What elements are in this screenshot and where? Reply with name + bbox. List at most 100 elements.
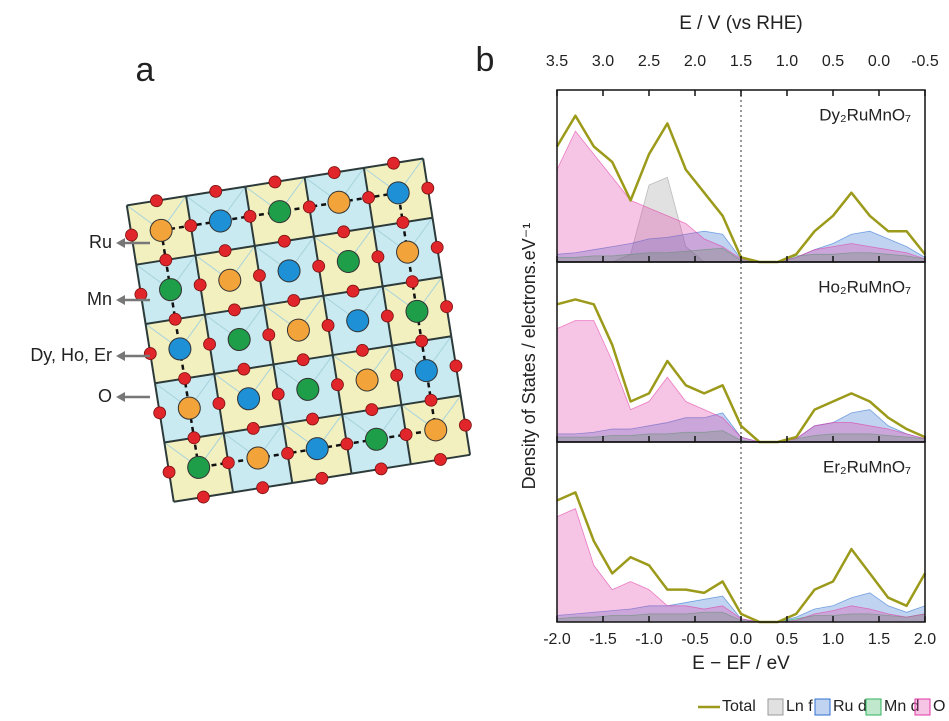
dos-area [556, 508, 926, 623]
oxygen [228, 303, 241, 317]
cation [424, 418, 448, 442]
oxygen [321, 319, 335, 332]
cation [327, 190, 351, 214]
cation [268, 200, 292, 224]
x2-tick-label: 2.0 [684, 53, 706, 70]
oxygen [390, 368, 404, 382]
oxygen [277, 234, 291, 248]
oxygen [315, 471, 329, 485]
x-tick-label: 1.5 [868, 631, 890, 648]
x-tick-label: 0.0 [730, 631, 752, 648]
x-axis-label: E − EF / eV [692, 653, 790, 674]
x2-axis-label: E / V (vs RHE) [679, 13, 803, 34]
x2-tick-label: 0.0 [868, 53, 890, 70]
oxygen [434, 453, 447, 466]
oxygen [424, 393, 438, 407]
x-tick-label: -1.0 [635, 631, 663, 648]
x-tick-label: -2.0 [543, 631, 571, 648]
atom-label: Ru [89, 232, 112, 252]
oxygen [415, 334, 429, 348]
oxygen [362, 191, 375, 204]
oxygen [440, 300, 453, 314]
oxygen [340, 437, 354, 451]
oxygen [346, 284, 360, 298]
oxygen [374, 462, 388, 476]
oxygen [212, 397, 226, 410]
oxygen [449, 359, 463, 373]
panel-title: Dy₂RuMnO₇ [819, 105, 911, 124]
legend-swatch [865, 698, 882, 716]
atom-label: O [98, 386, 112, 406]
dos-panel: Er₂RuMnO₇ [556, 441, 927, 624]
cation [346, 309, 370, 333]
cation [396, 240, 420, 264]
oxygen [331, 378, 344, 392]
cation [237, 387, 261, 411]
oxygen [355, 343, 369, 357]
arrow-head [116, 295, 125, 305]
x2-tick-label: 3.5 [546, 53, 568, 70]
x2-tick-label: 0.5 [822, 53, 844, 70]
cation [168, 337, 192, 361]
cation [246, 446, 270, 470]
cation [149, 218, 173, 242]
oxygen [237, 362, 251, 376]
legend-label: O p [933, 698, 949, 715]
cation [227, 328, 251, 352]
panel-title: Ho₂RuMnO₇ [818, 277, 911, 296]
cation [159, 278, 183, 302]
oxygen [380, 309, 394, 323]
cation [187, 455, 211, 479]
oxygen [312, 259, 326, 273]
oxygen [337, 225, 351, 239]
oxygen [296, 353, 310, 367]
oxygen [268, 175, 282, 189]
oxygen [421, 181, 435, 195]
x2-tick-label: 1.0 [776, 53, 798, 70]
x-tick-label: -1.5 [589, 631, 617, 648]
cation [355, 368, 379, 392]
x2-tick-label: -0.5 [911, 53, 939, 70]
oxygen [150, 194, 163, 208]
legend-swatch [814, 698, 831, 716]
legend-swatch [767, 698, 784, 716]
oxygen [221, 456, 235, 470]
oxygen [262, 328, 276, 342]
oxygen [196, 490, 210, 504]
x2-tick-label: 3.0 [592, 53, 614, 70]
oxygen [327, 166, 341, 179]
dos-area [556, 320, 926, 443]
cation [414, 359, 438, 383]
oxygen [399, 428, 413, 441]
oxygen [153, 406, 167, 420]
panel-label: a [136, 51, 155, 89]
arrow-head [116, 392, 125, 402]
oxygen [271, 387, 285, 401]
legend-label: Total [722, 698, 756, 715]
y-axis-label: Density of States / electrons.eV⁻¹ [519, 223, 539, 490]
cation [208, 209, 232, 233]
cation [177, 396, 201, 420]
panel-title: Er₂RuMnO₇ [823, 457, 911, 476]
legend-swatch [914, 698, 931, 716]
dos-panel: Ho₂RuMnO₇ [556, 261, 926, 444]
cation [336, 249, 360, 273]
oxygen [243, 209, 257, 223]
cation [277, 259, 301, 283]
oxygen [365, 403, 379, 417]
x2-tick-label: 2.5 [638, 53, 660, 70]
x-tick-label: 2.0 [914, 631, 936, 648]
cation [405, 299, 429, 323]
oxygen [253, 269, 266, 282]
oxygen [218, 244, 232, 258]
oxygen [159, 253, 173, 267]
cation [218, 268, 242, 292]
oxygen [193, 278, 207, 292]
oxygen [162, 465, 176, 479]
oxygen [302, 200, 316, 214]
panel-label: b [476, 41, 495, 79]
cation [305, 437, 329, 461]
x-tick-label: 1.0 [822, 631, 844, 648]
dos-line [556, 298, 926, 444]
